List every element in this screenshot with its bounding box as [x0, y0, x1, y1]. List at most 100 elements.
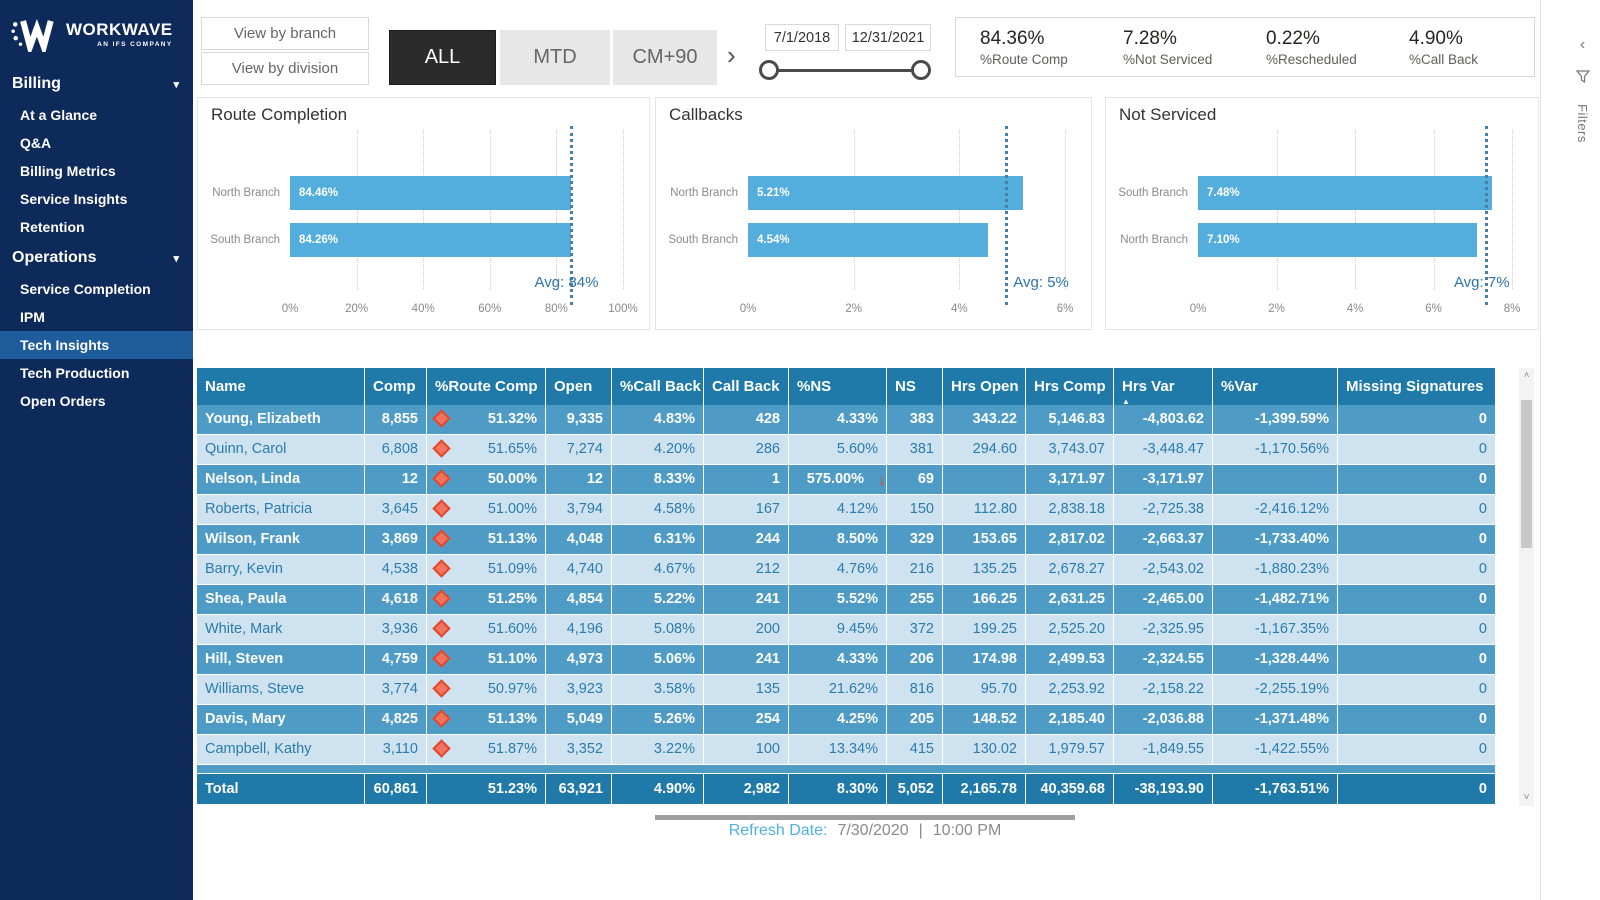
view-by-division-button[interactable]: View by division	[201, 52, 369, 85]
table-row-quinn-carol[interactable]: Quinn, Carol 6,808 51.65% 7,274 4.20% 286 5.60…	[197, 435, 1495, 465]
scroll-up-icon[interactable]: ˄	[1523, 370, 1530, 381]
table-row-white-mark[interactable]: White, Mark 3,936 51.60% 4,196 5.08% 200 9.45%…	[197, 615, 1495, 645]
table-row-hill-steven[interactable]: Hill, Steven 4,759 51.10% 4,973 5.06% 241 4.33…	[197, 645, 1495, 675]
table-cell: -2,725.38	[1114, 495, 1213, 525]
chevron-down-icon: ▾	[173, 78, 179, 91]
column-header-name[interactable]: Name	[197, 368, 365, 405]
chart-bar-south-branch[interactable]: 84.26%	[290, 223, 571, 257]
table-cell: Hill, Steven	[197, 645, 365, 675]
sidebar-item-service-completion[interactable]: Service Completion	[20, 281, 151, 297]
sidebar-item-retention[interactable]: Retention	[20, 219, 85, 235]
sidebar-item-ipm[interactable]: IPM	[20, 309, 45, 325]
table-row-nelson-linda[interactable]: Nelson, Linda 12 50.00% 12 8.33% 1 575.00% ↓ 69 3…	[197, 465, 1495, 495]
column-header-ns[interactable]: NS	[887, 368, 943, 405]
table-cell: White, Mark	[197, 615, 365, 645]
column-header-missing-signatures[interactable]: Missing Signatures	[1346, 378, 1484, 395]
slider-handle-start[interactable]	[759, 60, 779, 80]
table-row-wilson-frank[interactable]: Wilson, Frank 3,869 51.13% 4,048 6.31% 244 8.5…	[197, 525, 1495, 555]
column-header-call-back[interactable]: %Call Back	[612, 368, 704, 405]
chart-bar-south-branch[interactable]: 7.48%	[1198, 176, 1492, 210]
table-cell: 135	[704, 675, 789, 705]
date-to-input[interactable]: 12/31/2021	[845, 24, 931, 51]
kpi-value: 84.36%	[980, 27, 1045, 49]
table-cell: -2,158.22	[1114, 675, 1213, 705]
sidebar-section-billing[interactable]: Billing ▾	[0, 67, 193, 101]
table-row-roberts-patricia[interactable]: Roberts, Patricia 3,645 51.00% 3,794 4.58% 16…	[197, 495, 1495, 525]
table-cell: 2,817.02	[1026, 525, 1114, 555]
column-header-var[interactable]: %Var	[1213, 368, 1338, 405]
column-header-comp[interactable]: Comp	[365, 368, 427, 405]
table-row-campbell-kathy[interactable]: Campbell, Kathy 3,110 51.87% 3,352 3.22% 100 1…	[197, 735, 1495, 765]
sidebar-item-tech-insights[interactable]: Tech Insights	[0, 331, 193, 359]
sidebar-section-operations[interactable]: Operations ▾	[0, 241, 193, 275]
table-cell: 329	[887, 525, 943, 555]
chart-bar-south-branch[interactable]: 4.54%	[748, 223, 988, 257]
chart-bar-north-branch[interactable]: 84.46%	[290, 176, 572, 210]
table-cell	[943, 465, 1026, 495]
chart-bar-north-branch[interactable]: 7.10%	[1198, 223, 1477, 257]
period-button-cm-90[interactable]: CM+90	[613, 30, 717, 85]
slider-handle-end[interactable]	[911, 60, 931, 80]
table-cell: 130.02	[943, 735, 1026, 765]
date-range-slider[interactable]	[759, 60, 931, 80]
column-header-open[interactable]: Open	[546, 368, 612, 405]
table-cell: 4,759	[365, 645, 427, 675]
table-horizontal-scrollbar[interactable]	[655, 815, 1075, 820]
category-label: North Branch	[670, 187, 738, 199]
column-header-ns[interactable]: %NS	[789, 368, 887, 405]
table-cell: 0	[1338, 555, 1495, 585]
chart-bar-north-branch[interactable]: 5.21%	[748, 176, 1024, 210]
table-cell: 4,854	[546, 585, 612, 615]
filter-funnel-icon[interactable]	[1575, 70, 1590, 88]
column-header-hrs-open[interactable]: Hrs Open	[943, 368, 1026, 405]
bar-value-label: 5.21%	[757, 187, 790, 199]
table-cell: 0	[1338, 735, 1495, 765]
period-button-all[interactable]: ALL	[389, 30, 496, 85]
table-row-davis-mary[interactable]: Davis, Mary 4,825 51.13% 5,049 5.26% 254 4.25%…	[197, 705, 1495, 735]
total-cell: 2,165.78	[943, 774, 1026, 804]
bar-value-label: 84.26%	[299, 234, 339, 246]
view-by-branch-button[interactable]: View by branch	[201, 17, 369, 50]
table-cell: 255	[887, 585, 943, 615]
status-diamond-icon	[432, 559, 451, 578]
sidebar-item-billing-metrics[interactable]: Billing Metrics	[20, 163, 116, 179]
table-cell: 343.22	[943, 405, 1026, 435]
scrollbar-thumb[interactable]	[1521, 400, 1532, 548]
sidebar-item-tech-production[interactable]: Tech Production	[20, 365, 130, 381]
column-header-call-back[interactable]: Call Back	[704, 368, 789, 405]
table-cell: 4.83%	[612, 405, 704, 435]
table-cell: 3,352	[546, 735, 612, 765]
table-cell: 3.22%	[612, 735, 704, 765]
sidebar-item-at-a-glance[interactable]: At a Glance	[20, 107, 98, 123]
table-cell: 51.10%	[427, 645, 546, 675]
column-header-hrs-comp[interactable]: Hrs Comp	[1026, 368, 1114, 405]
sidebar-item-open-orders[interactable]: Open Orders	[20, 393, 106, 409]
table-cell: 5.52%	[789, 585, 887, 615]
column-header-hrs-var[interactable]: Hrs Var ▲	[1114, 368, 1213, 406]
sidebar-item-q-a[interactable]: Q&A	[20, 135, 52, 151]
table-cell: Davis, Mary	[197, 705, 365, 735]
table-cell: 4,538	[365, 555, 427, 585]
x-tick-label: 4%	[951, 303, 968, 315]
sidebar-item-service-insights[interactable]: Service Insights	[20, 191, 128, 207]
sidebar: WORKWAVE AN IFS COMPANY Billing ▾ At a Gla…	[0, 0, 193, 900]
table-cell: 5.26%	[612, 705, 704, 735]
table-row-barry-kevin[interactable]: Barry, Kevin 4,538 51.09% 4,740 4.67% 212 4.76…	[197, 555, 1495, 585]
x-tick-label: 80%	[544, 303, 568, 315]
table-cell: -2,325.95	[1114, 615, 1213, 645]
period-button-mtd[interactable]: MTD	[500, 30, 610, 85]
date-from-input[interactable]: 7/1/2018	[765, 24, 839, 51]
table-cell: -2,663.37	[1114, 525, 1213, 555]
x-tick-label: 40%	[411, 303, 435, 315]
total-cell: 4.90%	[612, 774, 704, 804]
table-vertical-scrollbar[interactable]: ˄ ˅	[1519, 368, 1534, 806]
chevron-right-icon[interactable]: ›	[727, 40, 736, 70]
table-cell: 0	[1338, 675, 1495, 705]
table-row-williams-steve[interactable]: Williams, Steve 3,774 50.97% 3,923 3.58% 135 2…	[197, 675, 1495, 705]
scroll-down-icon[interactable]: ˅	[1523, 792, 1530, 803]
collapse-chevron-icon[interactable]: ‹	[1579, 36, 1586, 53]
x-tick-label: 0%	[739, 303, 757, 315]
table-row-young-elizabeth[interactable]: Young, Elizabeth 8,855 51.32% 9,335 4.83% 428…	[197, 405, 1495, 435]
table-row-shea-paula[interactable]: Shea, Paula 4,618 51.25% 4,854 5.22% 241 5.52%…	[197, 585, 1495, 615]
column-header-route-comp[interactable]: %Route Comp	[427, 368, 546, 405]
